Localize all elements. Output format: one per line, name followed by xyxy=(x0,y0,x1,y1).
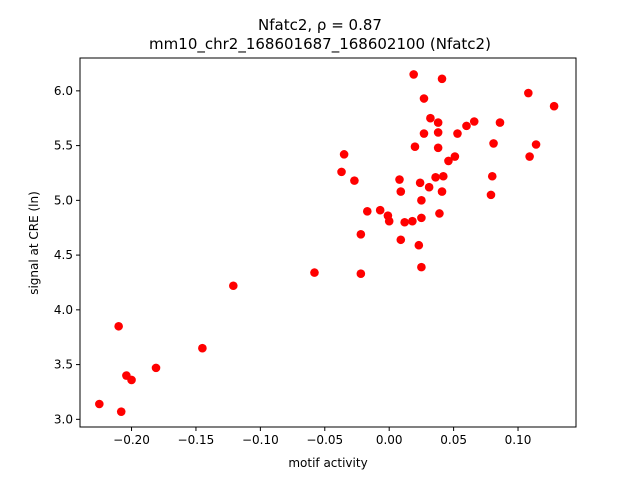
data-point-18 xyxy=(396,235,406,245)
x-tick-label-1: −0.15 xyxy=(178,433,215,447)
plot-frame xyxy=(79,57,577,428)
data-point-3 xyxy=(127,375,136,385)
data-point-35 xyxy=(410,142,420,151)
data-point-42 xyxy=(462,121,471,131)
data-point-5 xyxy=(151,363,161,373)
data-point-37 xyxy=(433,143,443,153)
data-point-14 xyxy=(384,216,394,226)
data-point-1 xyxy=(116,407,126,416)
x-tick-label-4: 0.00 xyxy=(376,433,403,447)
data-point-16 xyxy=(337,167,346,177)
chart-title-line2: mm10_chr2_168601687_168602100 (Nfatc2) xyxy=(149,35,491,54)
data-point-43 xyxy=(469,117,479,126)
data-point-30 xyxy=(437,187,447,196)
y-tick-label-1: 3.5 xyxy=(54,358,73,372)
data-point-32 xyxy=(439,171,448,181)
data-point-4 xyxy=(114,321,123,331)
data-point-41 xyxy=(453,129,462,138)
x-axis-label: motif activity xyxy=(288,456,367,470)
data-point-19 xyxy=(400,217,409,227)
data-point-38 xyxy=(433,128,443,137)
data-point-36 xyxy=(419,129,429,138)
data-point-50 xyxy=(495,118,505,127)
data-point-10 xyxy=(356,229,366,239)
y-tick-label-6: 6.0 xyxy=(54,84,73,98)
data-point-53 xyxy=(531,140,541,149)
data-point-39 xyxy=(426,113,435,123)
data-point-49 xyxy=(489,139,498,148)
x-tick-label-2: −0.10 xyxy=(242,433,279,447)
data-point-47 xyxy=(486,190,496,200)
data-point-46 xyxy=(437,74,447,84)
data-point-9 xyxy=(356,269,366,279)
data-point-6 xyxy=(198,343,207,353)
data-point-31 xyxy=(431,173,440,182)
x-tick-label-6: 0.10 xyxy=(505,433,532,447)
data-point-34 xyxy=(450,152,460,161)
data-point-51 xyxy=(524,88,533,98)
data-point-48 xyxy=(487,171,497,181)
chart-title-line1: Nfatc2, ρ = 0.87 xyxy=(258,16,382,34)
x-tick-label-3: −0.05 xyxy=(306,433,343,447)
data-point-22 xyxy=(395,175,404,184)
y-tick-label-0: 3.0 xyxy=(54,412,73,426)
y-axis-ticks: 3.0 3.5 4.0 4.5 5.0 5.5 6.0 xyxy=(54,84,80,426)
data-point-17 xyxy=(339,150,349,159)
data-point-45 xyxy=(409,70,418,79)
data-point-24 xyxy=(417,262,426,272)
data-point-28 xyxy=(424,182,434,192)
data-point-11 xyxy=(362,206,372,216)
data-point-23 xyxy=(414,240,424,250)
data-point-25 xyxy=(417,213,426,223)
data-point-54 xyxy=(549,101,559,111)
data-point-44 xyxy=(419,94,429,103)
data-points xyxy=(95,70,559,416)
data-point-12 xyxy=(375,205,385,215)
y-tick-label-4: 5.0 xyxy=(54,193,73,207)
data-point-26 xyxy=(417,196,426,205)
data-point-8 xyxy=(310,268,319,277)
x-tick-label-5: 0.05 xyxy=(440,433,467,447)
y-tick-label-5: 5.5 xyxy=(54,139,73,153)
y-axis-label: signal at CRE (ln) xyxy=(27,191,41,295)
data-point-29 xyxy=(435,209,444,218)
x-tick-label-0: −0.20 xyxy=(113,433,150,447)
data-point-33 xyxy=(444,156,453,166)
data-point-27 xyxy=(415,178,425,188)
data-point-52 xyxy=(525,152,534,161)
data-point-20 xyxy=(408,216,417,226)
x-axis-ticks: −0.20 −0.15 −0.10 −0.05 0.00 0.05 0.10 xyxy=(113,427,531,447)
y-tick-label-3: 4.5 xyxy=(54,248,73,262)
y-tick-label-2: 4.0 xyxy=(54,303,73,317)
data-point-21 xyxy=(396,187,406,196)
data-point-0 xyxy=(95,399,104,409)
data-point-7 xyxy=(229,281,238,291)
data-point-40 xyxy=(433,118,443,127)
data-point-15 xyxy=(350,176,359,185)
